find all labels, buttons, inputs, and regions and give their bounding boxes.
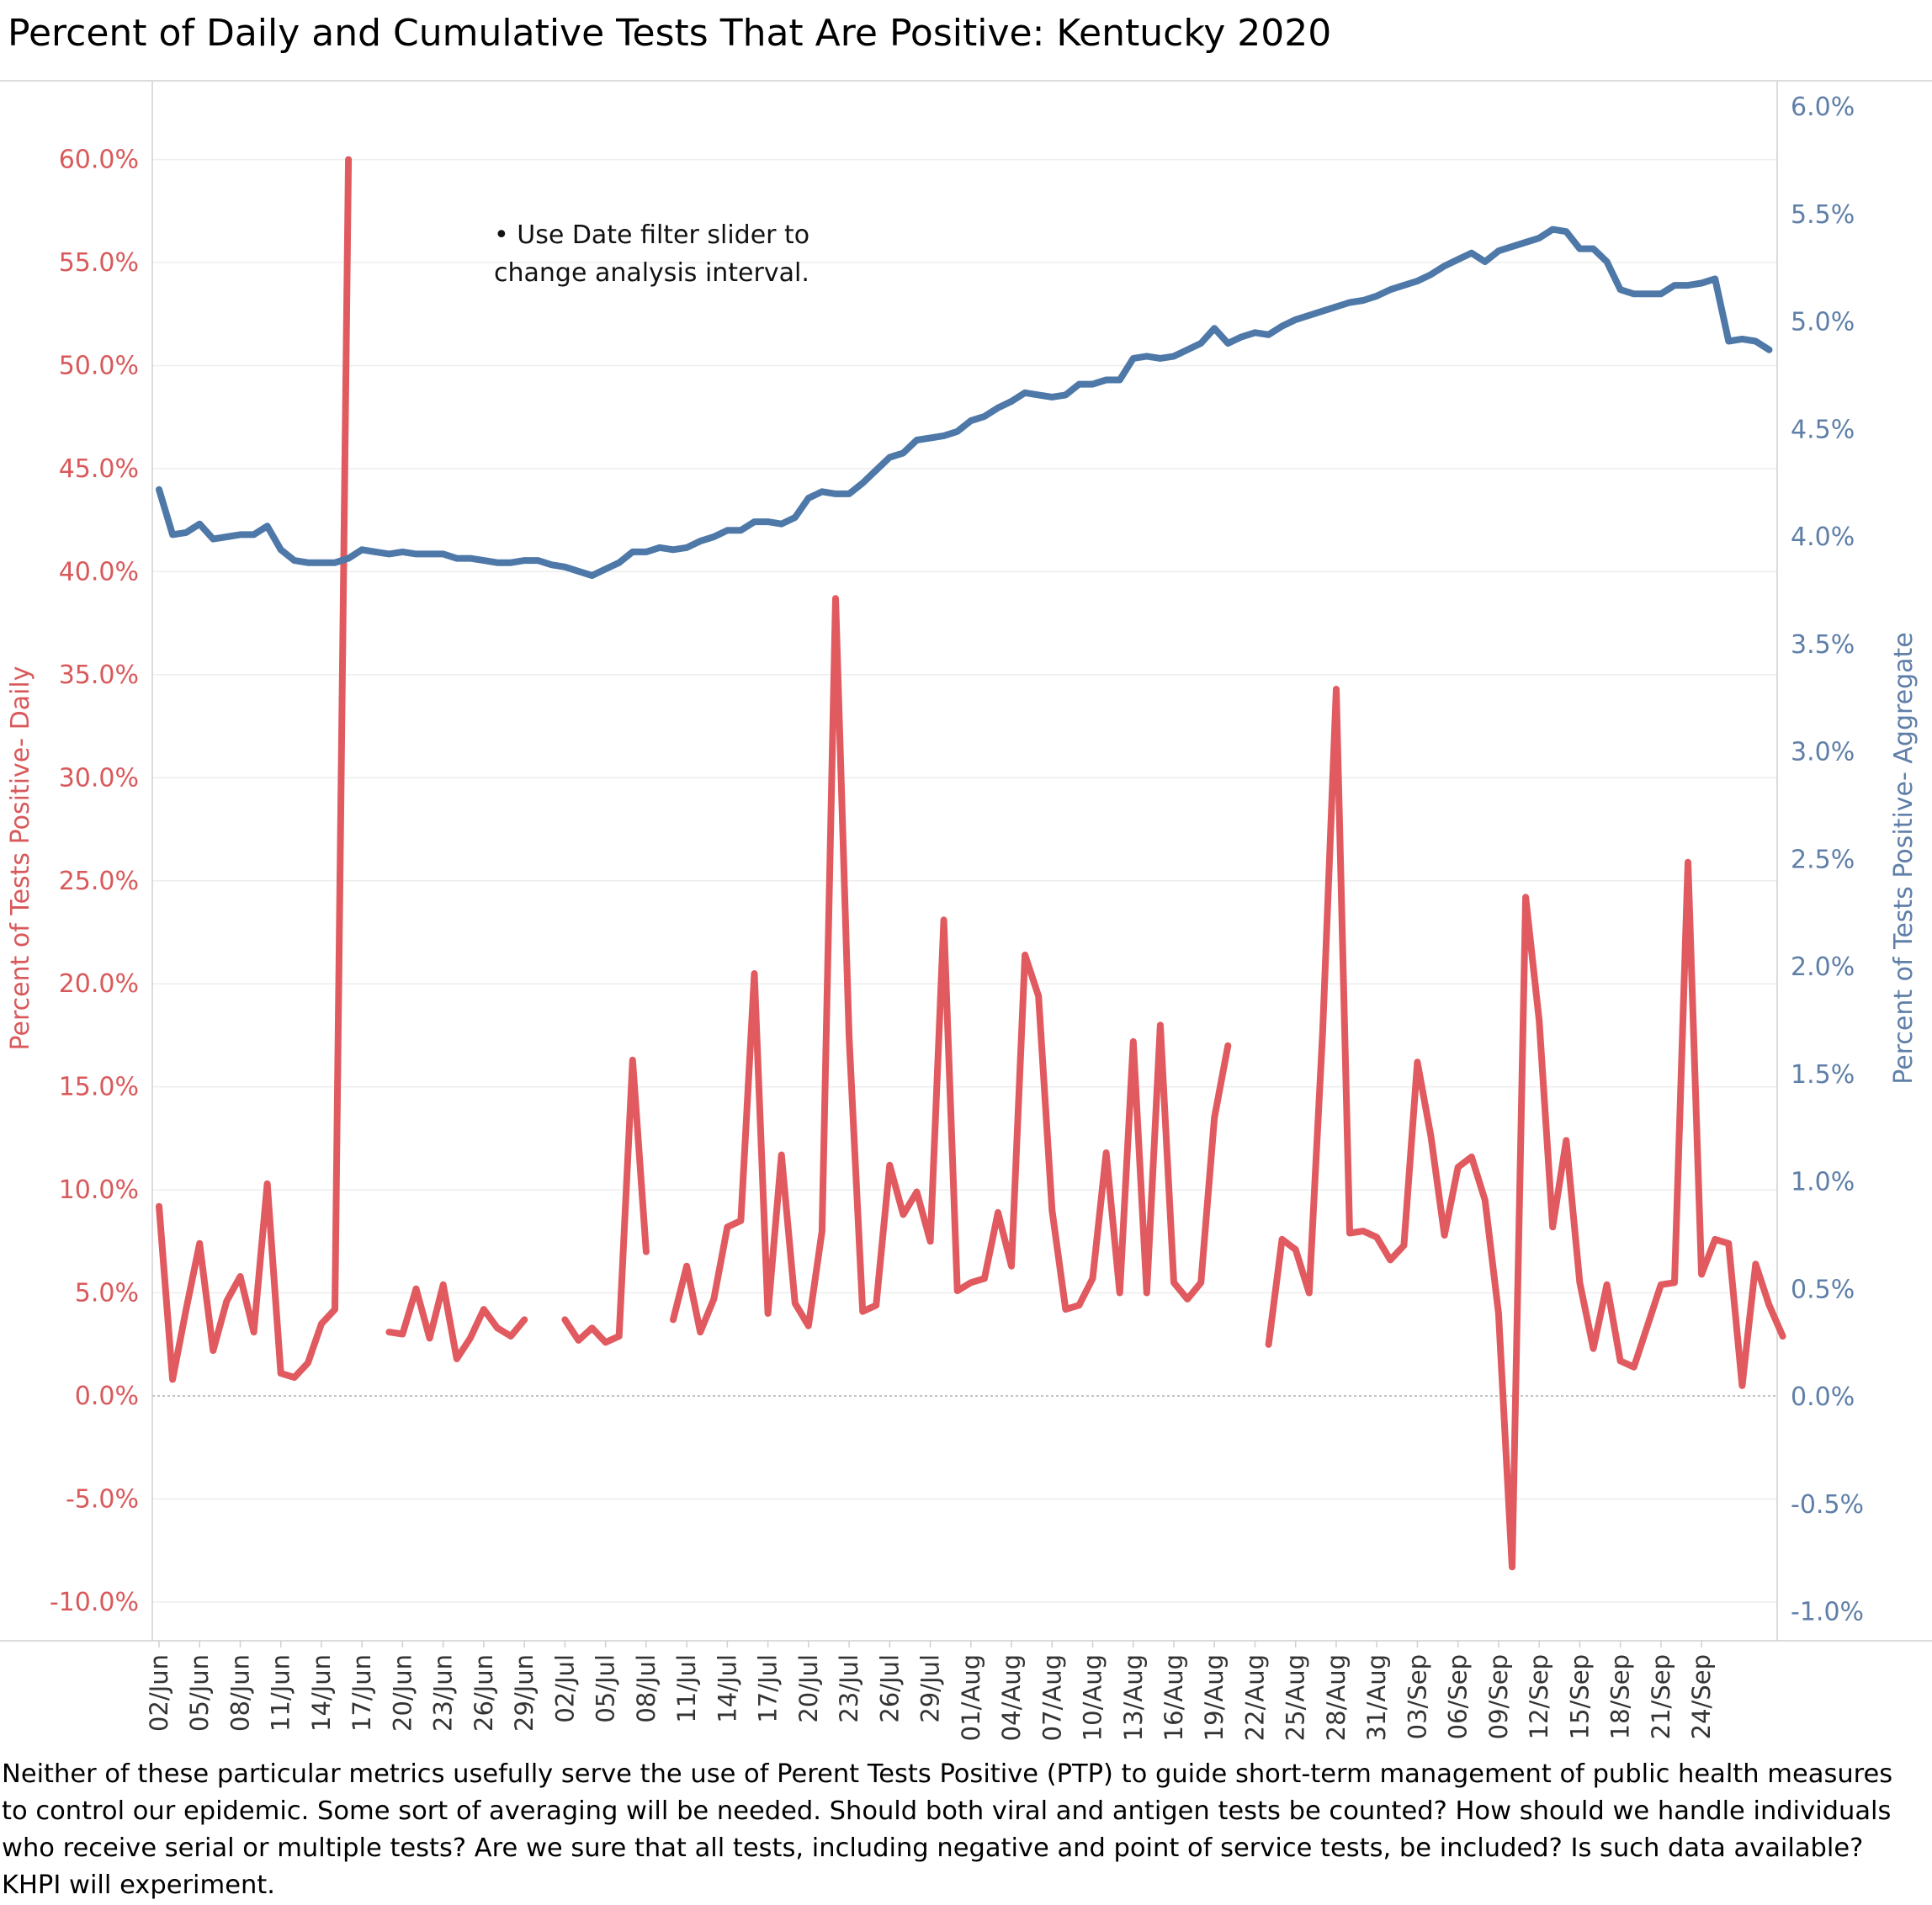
annotation-line-2: change analysis interval.	[494, 258, 809, 288]
right-tick-label: 2.0%	[1791, 952, 1855, 982]
left-tick-label: 45.0%	[59, 454, 139, 484]
chart-title: Percent of Daily and Cumulative Tests Th…	[8, 12, 1332, 55]
left-tick-label: 60.0%	[59, 146, 139, 175]
x-tick-label: 26/Jun	[470, 1654, 498, 1732]
series-line-segment	[156, 226, 1773, 579]
right-tick-label: 3.5%	[1791, 630, 1855, 660]
right-tick-label: 5.0%	[1791, 308, 1855, 337]
series-daily	[156, 156, 1786, 1571]
x-tick-label: 23/Jun	[429, 1654, 458, 1732]
x-tick-label: 17/Jun	[348, 1654, 376, 1732]
left-tick-label: -10.0%	[50, 1588, 139, 1617]
x-tick-label: 02/Jun	[145, 1654, 173, 1732]
left-tick-label: 55.0%	[59, 248, 139, 278]
series-line-segment	[561, 1056, 650, 1346]
x-tick-label: 14/Jun	[307, 1654, 336, 1732]
x-axis-ticks: 02/Jun 05/Jun 08/Jun 11/Jun 14/Jun 17/Jun 20/J…	[145, 1641, 1716, 1741]
x-tick-label: 08/Jul	[632, 1654, 661, 1723]
x-tick-label: 07/Aug	[1038, 1654, 1066, 1741]
x-tick-label: 11/Jul	[672, 1654, 701, 1723]
x-tick-label: 19/Aug	[1200, 1654, 1229, 1741]
left-tick-label: 25.0%	[59, 867, 139, 896]
right-tick-label: 0.0%	[1791, 1382, 1855, 1412]
x-tick-label: 24/Sep	[1687, 1654, 1716, 1739]
x-tick-label: 05/Jul	[592, 1654, 620, 1723]
x-tick-label: 06/Sep	[1444, 1654, 1473, 1739]
x-tick-label: 15/Sep	[1565, 1654, 1594, 1739]
x-tick-label: 17/Jul	[754, 1654, 783, 1723]
x-tick-label: 28/Aug	[1322, 1654, 1351, 1741]
left-tick-label: 0.0%	[75, 1382, 139, 1411]
series-line-segment	[156, 156, 353, 1383]
right-tick-label: 4.5%	[1791, 415, 1855, 444]
series-line-segment	[385, 1281, 528, 1362]
x-tick-label: 25/Aug	[1282, 1654, 1310, 1741]
left-tick-label: 40.0%	[59, 557, 139, 586]
left-axis-ticks: 60.0% 55.0% 50.0% 45.0% 40.0% 35.0% 30.0% 25.0%…	[50, 146, 139, 1617]
x-tick-label: 16/Aug	[1160, 1654, 1188, 1741]
right-tick-label: 6.0%	[1791, 93, 1855, 122]
right-tick-label: 1.0%	[1791, 1168, 1855, 1197]
x-tick-label: 10/Aug	[1079, 1654, 1107, 1741]
left-tick-label: 30.0%	[59, 763, 139, 793]
x-tick-label: 22/Aug	[1240, 1654, 1269, 1741]
right-tick-label: 2.5%	[1791, 845, 1855, 874]
x-tick-label: 08/Jun	[226, 1654, 254, 1732]
x-tick-label: 29/Jul	[916, 1654, 945, 1723]
series-lines	[156, 156, 1786, 1571]
x-tick-label: 26/Jul	[875, 1654, 904, 1723]
right-tick-label: -0.5%	[1791, 1490, 1864, 1520]
x-tick-label: 18/Sep	[1606, 1654, 1635, 1739]
x-tick-label: 31/Aug	[1362, 1654, 1391, 1741]
x-tick-label: 20/Jun	[388, 1654, 417, 1732]
x-tick-label: 09/Sep	[1484, 1654, 1513, 1739]
right-tick-label: 1.5%	[1791, 1060, 1855, 1090]
left-tick-label: 20.0%	[59, 969, 139, 999]
x-tick-label: 11/Jun	[267, 1654, 295, 1732]
right-tick-label: 3.0%	[1791, 738, 1855, 767]
axes-frame	[0, 80, 1932, 1642]
left-axis-title: Percent of Tests Positive- Daily	[6, 666, 35, 1050]
x-tick-label: 05/Jun	[185, 1654, 214, 1732]
x-tick-label: 13/Aug	[1119, 1654, 1148, 1741]
x-tick-label: 02/Jul	[550, 1654, 579, 1723]
x-tick-label: 12/Sep	[1525, 1654, 1553, 1739]
left-tick-label: 5.0%	[75, 1279, 139, 1308]
annotation: • Use Date filter slider to change analy…	[494, 220, 809, 288]
x-tick-label: 20/Jul	[794, 1654, 823, 1723]
right-axis-title: Percent of Tests Positive- Aggregate	[1889, 632, 1919, 1085]
x-tick-label: 03/Sep	[1403, 1654, 1431, 1739]
right-tick-label: 5.5%	[1791, 200, 1855, 230]
x-tick-label: 29/Jun	[510, 1654, 539, 1732]
right-axis-ticks: 6.0% 5.5% 5.0% 4.5% 4.0% 3.5% 3.0% 2.5% 2.0% 1.5%…	[1791, 93, 1864, 1627]
left-tick-label: -5.0%	[66, 1484, 139, 1514]
annotation-line-1: • Use Date filter slider to	[494, 220, 809, 250]
x-tick-label: 14/Jul	[713, 1654, 741, 1723]
footnote: Neither of these particular metrics usef…	[2, 1759, 1893, 1900]
left-tick-label: 35.0%	[59, 661, 139, 690]
right-tick-label: 0.5%	[1791, 1275, 1855, 1304]
series-line-segment	[670, 595, 1232, 1336]
x-tick-label: 04/Aug	[997, 1654, 1026, 1741]
gridlines	[152, 158, 1777, 1603]
left-tick-label: 15.0%	[59, 1073, 139, 1102]
left-tick-label: 50.0%	[59, 352, 139, 381]
x-tick-label: 23/Jul	[835, 1654, 863, 1723]
left-tick-label: 10.0%	[59, 1175, 139, 1205]
series-aggregate	[156, 226, 1773, 579]
chart-area: 60.0% 55.0% 50.0% 45.0% 40.0% 35.0% 30.0% 25.0%…	[0, 80, 1932, 1741]
right-tick-label: 4.0%	[1791, 523, 1855, 552]
x-tick-label: 01/Aug	[957, 1654, 985, 1741]
right-tick-label: -1.0%	[1791, 1598, 1864, 1627]
series-line-segment	[1265, 686, 1786, 1571]
x-tick-label: 21/Sep	[1647, 1654, 1675, 1739]
